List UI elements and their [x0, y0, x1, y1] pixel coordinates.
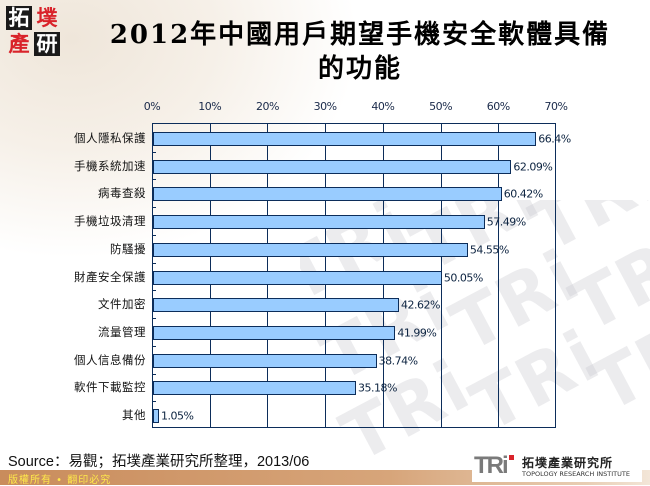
category-label: 個人隱私保護	[74, 130, 146, 145]
bar	[153, 325, 396, 340]
y-tick-mark	[152, 401, 156, 403]
y-tick-mark	[152, 345, 156, 347]
copyright-text: 版權所有 • 翻印必究	[8, 475, 112, 486]
x-tick-label: 50%	[429, 100, 453, 113]
brand-name-en: TOPOLOGY RESEARCH INSTITUTE	[522, 470, 630, 478]
y-tick-mark	[152, 318, 156, 320]
x-tick-label: 20%	[255, 100, 279, 113]
logo-char: 拓	[6, 6, 32, 30]
bar	[153, 187, 502, 202]
tri-logo-tiles: 拓 墣 產 研	[6, 6, 62, 56]
tri-brand-logo: TRi 拓墣產業研究所 TOPOLOGY RESEARCH INSTITUTE	[472, 452, 642, 482]
bar	[153, 409, 160, 424]
gridline	[498, 124, 500, 427]
category-label: 財產安全保護	[74, 269, 146, 284]
value-label: 35.18%	[358, 381, 397, 395]
value-label: 38.74%	[378, 354, 418, 368]
x-tick-label: 0%	[143, 100, 161, 113]
category-label: 文件加密	[98, 297, 146, 312]
category-label: 流量管理	[98, 324, 146, 339]
y-tick-mark	[152, 234, 156, 236]
x-tick-label: 40%	[371, 100, 395, 113]
bar-chart: 0% 10% 20% 30% 40% 50% 60% 70% 66.4% 62.09% 60.42%…	[74, 100, 571, 428]
category-label: 手機系統加速	[74, 158, 146, 173]
logo-char: 研	[34, 32, 60, 56]
y-tick-mark	[152, 151, 156, 153]
bar	[153, 159, 512, 174]
bar	[153, 131, 537, 146]
y-tick-mark	[152, 373, 156, 375]
value-label: 41.99%	[397, 326, 437, 340]
category-label: 病毒查殺	[98, 186, 146, 201]
category-label: 個人信息備份	[74, 352, 146, 367]
tri-red-dot-icon	[509, 455, 514, 460]
x-tick-label: 70%	[544, 100, 568, 113]
bar	[153, 270, 442, 285]
y-tick-mark	[152, 290, 156, 292]
value-label: 60.42%	[503, 187, 543, 201]
value-label: 62.09%	[513, 160, 553, 174]
bar	[153, 381, 357, 396]
bar	[153, 353, 377, 368]
category-label: 手機垃圾清理	[74, 214, 146, 229]
x-tick-label: 60%	[486, 100, 510, 113]
x-tick-label: 10%	[198, 100, 222, 113]
value-label: 1.05%	[161, 409, 194, 423]
y-tick-mark	[152, 179, 156, 181]
value-label: 50.05%	[443, 271, 483, 284]
logo-char: 產	[8, 32, 30, 56]
category-label: 其他	[122, 408, 146, 423]
source-note: Source：易觀；拓墣產業研究所整理，2013/06	[8, 454, 310, 470]
category-label: 防騷擾	[110, 241, 146, 256]
logo-char: 墣	[36, 6, 58, 30]
value-label: 57.49%	[486, 215, 526, 229]
bar	[153, 242, 468, 257]
y-tick-mark	[152, 262, 156, 264]
x-tick-label: 30%	[313, 100, 337, 113]
value-label: 66.4%	[538, 132, 571, 146]
plot-area: 66.4% 62.09% 60.42% 57.49% 54.55% 50.05% 42.62…	[152, 123, 571, 428]
category-label: 軟件下載監控	[74, 380, 146, 395]
bar	[153, 298, 399, 313]
y-tick-mark	[152, 207, 156, 209]
value-label: 42.62%	[400, 298, 440, 312]
title-line-1: 2012年中國用戶期望手機安全軟體具備	[109, 20, 611, 50]
title-line-2: 的功能	[317, 54, 402, 84]
bar	[153, 215, 485, 230]
tri-mark: TRi	[474, 452, 509, 479]
value-label: 54.55%	[469, 243, 509, 257]
slide-title: 2012年中國用戶期望手機安全軟體具備 的功能	[70, 18, 650, 86]
brand-name-cn: 拓墣產業研究所	[522, 456, 614, 470]
